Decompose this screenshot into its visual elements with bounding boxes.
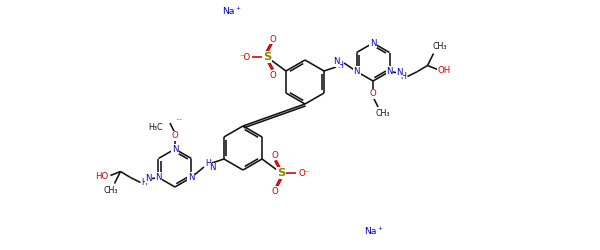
Text: Methoxy: Methoxy (177, 118, 183, 120)
Text: H: H (337, 62, 343, 70)
Text: Na: Na (364, 228, 376, 236)
Text: O: O (269, 70, 277, 80)
Text: H: H (401, 72, 406, 81)
Text: +: + (235, 6, 241, 10)
Text: N: N (396, 68, 403, 77)
Text: CH₃: CH₃ (103, 186, 118, 195)
Text: HO: HO (95, 172, 108, 181)
Text: N: N (145, 174, 152, 183)
Text: H₃C: H₃C (148, 122, 163, 132)
Text: N: N (386, 67, 393, 76)
Text: N: N (370, 38, 376, 48)
Text: N: N (353, 67, 360, 76)
Text: N: N (155, 173, 162, 182)
Text: O: O (272, 186, 278, 196)
Text: N: N (188, 173, 194, 182)
Text: H: H (205, 160, 211, 168)
Text: +: + (377, 226, 383, 230)
Text: O⁻: O⁻ (298, 168, 310, 177)
Text: CH₃: CH₃ (432, 42, 447, 51)
Text: O: O (172, 132, 178, 140)
Text: OH: OH (438, 66, 451, 75)
Text: N: N (172, 144, 178, 154)
Text: N: N (333, 58, 340, 66)
Text: O: O (272, 150, 278, 160)
Text: S: S (263, 52, 271, 62)
Text: N: N (209, 164, 215, 172)
Text: S: S (277, 168, 285, 178)
Text: ⁻O: ⁻O (239, 52, 251, 62)
Text: O: O (370, 90, 376, 98)
Text: H: H (142, 178, 148, 187)
Text: CH₃: CH₃ (376, 108, 391, 118)
Text: O: O (269, 34, 277, 43)
Text: Na: Na (222, 8, 234, 16)
